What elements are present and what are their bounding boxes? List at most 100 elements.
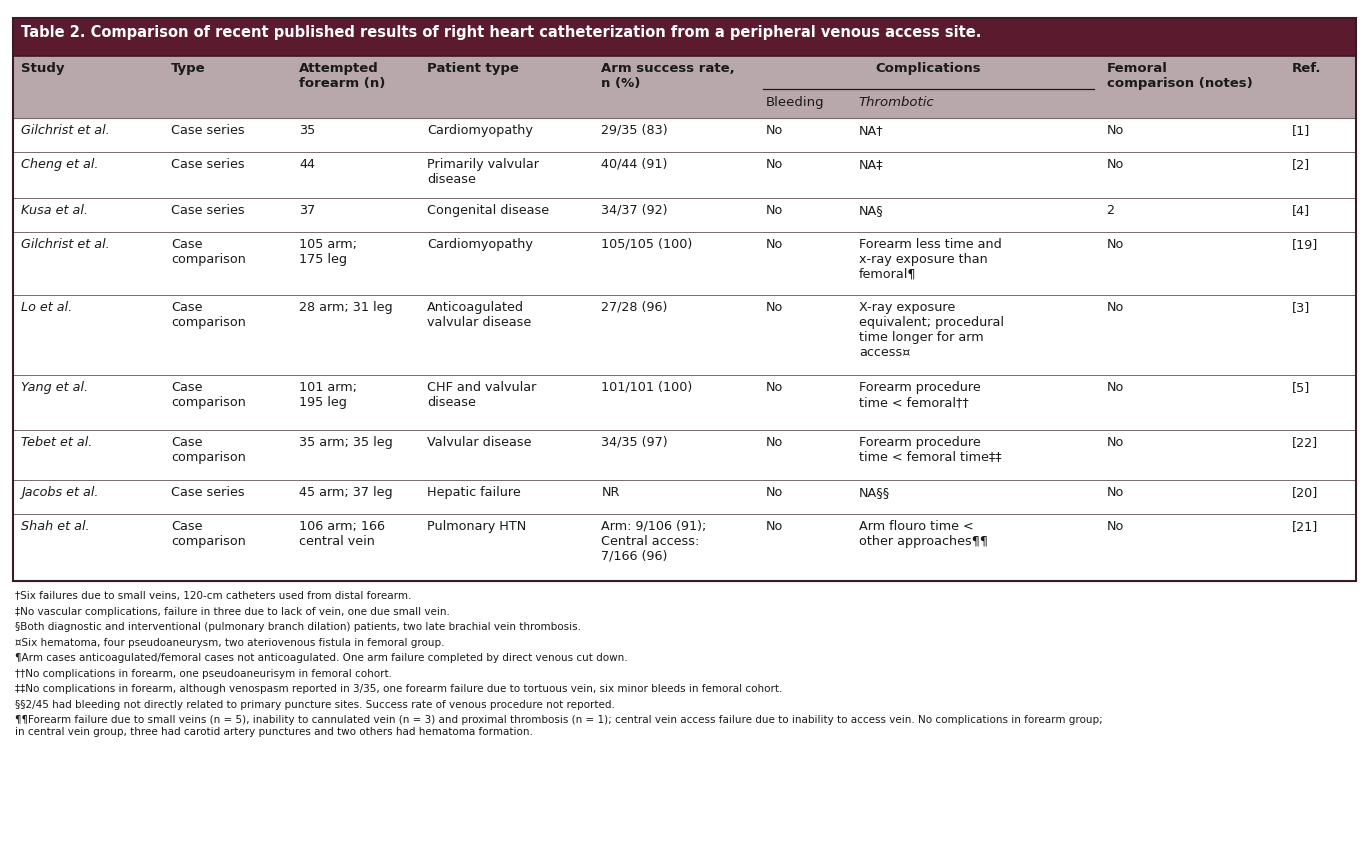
Text: Case series: Case series — [171, 157, 245, 171]
Text: Kusa et al.: Kusa et al. — [21, 204, 88, 217]
Text: No: No — [765, 381, 783, 394]
Text: Anticoagulated
valvular disease: Anticoagulated valvular disease — [427, 301, 531, 329]
Text: Case
comparison: Case comparison — [171, 301, 246, 329]
Text: Valvular disease: Valvular disease — [427, 435, 533, 449]
Bar — [12, 198, 1357, 232]
Text: Bleeding: Bleeding — [765, 96, 824, 109]
Text: [20]: [20] — [1291, 486, 1318, 499]
Text: Femoral
comparison (notes): Femoral comparison (notes) — [1106, 62, 1253, 90]
Text: §Both diagnostic and interventional (pulmonary branch dilation) patients, two la: §Both diagnostic and interventional (pul… — [15, 622, 580, 632]
Text: Case series: Case series — [171, 124, 245, 137]
Text: [5]: [5] — [1291, 381, 1310, 394]
Text: NA§: NA§ — [858, 204, 883, 217]
Text: No: No — [765, 520, 783, 533]
Text: ¶Arm cases anticoagulated/femoral cases not anticoagulated. One arm failure comp: ¶Arm cases anticoagulated/femoral cases … — [15, 653, 627, 663]
Text: 2: 2 — [1106, 204, 1114, 217]
Text: No: No — [1106, 381, 1124, 394]
Text: Cardiomyopathy: Cardiomyopathy — [427, 237, 534, 251]
Text: 101 arm;
195 leg: 101 arm; 195 leg — [300, 381, 357, 409]
Text: Case series: Case series — [171, 486, 245, 499]
Text: Cheng et al.: Cheng et al. — [21, 157, 99, 171]
Text: No: No — [1106, 301, 1124, 314]
Text: No: No — [1106, 435, 1124, 449]
Text: Case
comparison: Case comparison — [171, 237, 246, 266]
Text: Arm: 9/106 (91);
Central access:
7/166 (96): Arm: 9/106 (91); Central access: 7/166 (… — [601, 520, 706, 562]
Text: X-ray exposure
equivalent; procedural
time longer for arm
access¤: X-ray exposure equivalent; procedural ti… — [858, 301, 1003, 359]
Text: [22]: [22] — [1291, 435, 1318, 449]
Text: Case
comparison: Case comparison — [171, 381, 246, 409]
Text: No: No — [765, 204, 783, 217]
Text: 27/28 (96): 27/28 (96) — [601, 301, 668, 314]
Text: Case
comparison: Case comparison — [171, 435, 246, 464]
Text: [21]: [21] — [1291, 520, 1318, 533]
Text: ††No complications in forearm, one pseudoaneurisym in femoral cohort.: ††No complications in forearm, one pseud… — [15, 669, 392, 679]
Text: Congenital disease: Congenital disease — [427, 204, 549, 217]
Text: [19]: [19] — [1291, 237, 1318, 251]
Text: Type: Type — [171, 62, 205, 75]
Text: No: No — [1106, 520, 1124, 533]
Text: No: No — [1106, 486, 1124, 499]
Bar — [12, 375, 1357, 429]
Text: 35 arm; 35 leg: 35 arm; 35 leg — [300, 435, 393, 449]
Text: 35: 35 — [300, 124, 316, 137]
Text: NA†: NA† — [858, 124, 883, 137]
Text: Forearm procedure
time < femoral††: Forearm procedure time < femoral†† — [858, 381, 980, 409]
Text: NA‡: NA‡ — [858, 157, 883, 171]
Text: [3]: [3] — [1291, 301, 1310, 314]
Text: ¶¶Forearm failure due to small veins (n = 5), inability to cannulated vein (n = : ¶¶Forearm failure due to small veins (n … — [15, 715, 1103, 737]
Text: Patient type: Patient type — [427, 62, 519, 75]
Text: No: No — [765, 486, 783, 499]
Text: Gilchrist et al.: Gilchrist et al. — [21, 237, 110, 251]
Text: 105 arm;
175 leg: 105 arm; 175 leg — [300, 237, 357, 266]
Bar — [12, 232, 1357, 295]
Text: Pulmonary HTN: Pulmonary HTN — [427, 520, 527, 533]
Text: Case
comparison: Case comparison — [171, 520, 246, 548]
Text: No: No — [765, 124, 783, 137]
Text: Arm flouro time <
other approaches¶¶: Arm flouro time < other approaches¶¶ — [858, 520, 988, 548]
Text: ‡No vascular complications, failure in three due to lack of vein, one due small : ‡No vascular complications, failure in t… — [15, 606, 450, 616]
Bar — [12, 56, 1357, 118]
Text: 106 arm; 166
central vein: 106 arm; 166 central vein — [300, 520, 385, 548]
Text: 28 arm; 31 leg: 28 arm; 31 leg — [300, 301, 393, 314]
Text: 105/105 (100): 105/105 (100) — [601, 237, 693, 251]
Text: No: No — [765, 237, 783, 251]
Text: 45 arm; 37 leg: 45 arm; 37 leg — [300, 486, 393, 499]
Text: No: No — [1106, 237, 1124, 251]
Text: 34/35 (97): 34/35 (97) — [601, 435, 668, 449]
Bar — [12, 18, 1357, 56]
Text: No: No — [765, 301, 783, 314]
Text: 34/37 (92): 34/37 (92) — [601, 204, 668, 217]
Bar — [12, 118, 1357, 152]
Text: [1]: [1] — [1291, 124, 1310, 137]
Text: Cardiomyopathy: Cardiomyopathy — [427, 124, 534, 137]
Bar — [12, 480, 1357, 514]
Text: Ref.: Ref. — [1291, 62, 1321, 75]
Text: 101/101 (100): 101/101 (100) — [601, 381, 693, 394]
Bar — [12, 514, 1357, 581]
Text: 29/35 (83): 29/35 (83) — [601, 124, 668, 137]
Text: No: No — [1106, 157, 1124, 171]
Text: Lo et al.: Lo et al. — [21, 301, 73, 314]
Text: 44: 44 — [300, 157, 315, 171]
Text: 40/44 (91): 40/44 (91) — [601, 157, 668, 171]
Bar — [12, 152, 1357, 198]
Text: Table 2. Comparison of recent published results of right heart catheterization f: Table 2. Comparison of recent published … — [21, 25, 982, 40]
Text: Arm success rate,
n (%): Arm success rate, n (%) — [601, 62, 735, 90]
Text: No: No — [765, 435, 783, 449]
Text: No: No — [765, 157, 783, 171]
Text: Tebet et al.: Tebet et al. — [21, 435, 92, 449]
Text: Hepatic failure: Hepatic failure — [427, 486, 522, 499]
Bar — [12, 18, 1357, 581]
Text: Study: Study — [21, 62, 64, 75]
Text: §§2/45 had bleeding not directly related to primary puncture sites. Success rate: §§2/45 had bleeding not directly related… — [15, 700, 615, 710]
Text: NA§§: NA§§ — [858, 486, 890, 499]
Text: 37: 37 — [300, 204, 316, 217]
Text: [4]: [4] — [1291, 204, 1310, 217]
Bar — [12, 429, 1357, 480]
Text: Shah et al.: Shah et al. — [21, 520, 89, 533]
Text: †Six failures due to small veins, 120-cm catheters used from distal forearm.: †Six failures due to small veins, 120-cm… — [15, 591, 411, 601]
Text: Case series: Case series — [171, 204, 245, 217]
Text: ¤Six hematoma, four pseudoaneurysm, two ateriovenous fistula in femoral group.: ¤Six hematoma, four pseudoaneurysm, two … — [15, 637, 445, 647]
Text: No: No — [1106, 124, 1124, 137]
Text: Primarily valvular
disease: Primarily valvular disease — [427, 157, 539, 186]
